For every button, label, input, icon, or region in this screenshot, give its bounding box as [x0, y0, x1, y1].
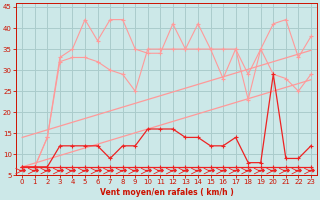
Point	[258, 169, 263, 172]
Point	[208, 169, 213, 172]
Point	[283, 169, 288, 172]
Point	[83, 169, 88, 172]
Point	[246, 169, 251, 172]
Point	[271, 169, 276, 172]
Point	[133, 169, 138, 172]
X-axis label: Vent moyen/en rafales ( km/h ): Vent moyen/en rafales ( km/h )	[100, 188, 234, 197]
Point	[296, 169, 301, 172]
Point	[108, 169, 113, 172]
Point	[145, 169, 150, 172]
Point	[32, 169, 37, 172]
Point	[183, 169, 188, 172]
Point	[158, 169, 163, 172]
Point	[308, 169, 314, 172]
Point	[233, 169, 238, 172]
Point	[70, 169, 75, 172]
Point	[45, 169, 50, 172]
Point	[196, 169, 201, 172]
Point	[220, 169, 226, 172]
Point	[20, 169, 25, 172]
Point	[57, 169, 62, 172]
Point	[95, 169, 100, 172]
Point	[120, 169, 125, 172]
Point	[170, 169, 175, 172]
